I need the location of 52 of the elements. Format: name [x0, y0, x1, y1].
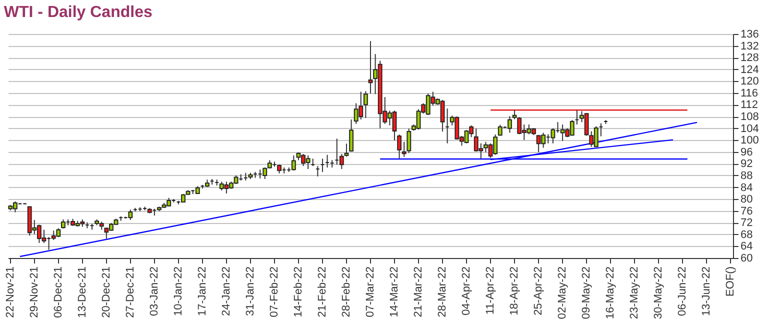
chart-title: WTI - Daily Candles: [4, 4, 152, 21]
x-tick-label: 14-Feb-22: [292, 266, 304, 318]
x-tick-label: 06-Dec-21: [52, 266, 64, 318]
y-tick-label: 136: [740, 28, 759, 40]
x-tick-label: 28-Mar-22: [436, 266, 449, 318]
x-tick-label: 02-May-22: [556, 266, 569, 320]
y-tick-label: 88: [740, 170, 753, 182]
x-tick-label: 29-Nov-21: [28, 266, 40, 318]
y-tick-label: 108: [740, 111, 759, 124]
x-tick-label: 13-Dec-21: [76, 266, 88, 318]
x-tick-label: 18-Apr-22: [508, 266, 521, 316]
x-tick-label: 10-Jan-22: [172, 266, 184, 316]
y-tick-label: 120: [740, 76, 759, 88]
y-tick-label: 96: [740, 146, 753, 158]
x-tick-label: 22-Nov-21: [4, 266, 16, 318]
y-tick-label: 116: [740, 87, 758, 100]
y-tick-label: 68: [740, 228, 753, 241]
y-tick-label: 60: [740, 252, 753, 264]
x-tick-label: 13-Jun-22: [700, 266, 713, 316]
x-tick-label: 07-Mar-22: [364, 266, 376, 318]
x-tick-label: 16-May-22: [604, 266, 617, 320]
y-tick-label: 80: [740, 194, 753, 206]
x-tick-label: 21-Feb-22: [316, 266, 328, 318]
x-tick-label: 30-May-22: [652, 266, 665, 320]
y-tick-label: 124: [740, 64, 759, 76]
y-tick-label: 92: [740, 158, 753, 170]
y-tick-label: 132: [740, 40, 759, 52]
y-tick-label: 84: [740, 182, 753, 194]
x-tick-label: 06-Jun-22: [676, 266, 689, 316]
x-tick-label: 27-Dec-21: [124, 266, 136, 318]
y-tick-label: 128: [740, 52, 759, 64]
x-tick-label: 21-Mar-22: [412, 266, 425, 318]
x-tick-label: 25-Apr-22: [532, 266, 545, 316]
y-tick-label: 64: [740, 240, 753, 253]
x-tick-label: 31-Jan-22: [244, 266, 256, 316]
x-tick-label: 04-Apr-22: [460, 266, 473, 316]
x-tick-label: 20-Dec-21: [100, 266, 112, 318]
x-tick-label: 07-Feb-22: [268, 266, 280, 318]
x-tick-label: 17-Jan-22: [196, 266, 208, 316]
x-tick-label: 14-Mar-22: [388, 266, 401, 318]
x-tick-label: 11-Apr-22: [484, 266, 497, 315]
x-tick-label: 03-Jan-22: [148, 266, 160, 316]
x-tick-label: 23-May-22: [628, 266, 641, 320]
y-tick-label: 72: [740, 217, 753, 230]
x-tick-label: EOF(): [724, 266, 737, 296]
y-tick-label: 112: [740, 99, 758, 112]
x-tick-label: 28-Feb-22: [340, 266, 352, 318]
y-tick-label: 100: [740, 134, 759, 147]
x-tick-label: 24-Jan-22: [220, 266, 232, 316]
x-tick-label: 09-May-22: [580, 266, 593, 320]
y-tick-label: 76: [740, 205, 753, 218]
y-tick-label: 104: [740, 122, 759, 135]
